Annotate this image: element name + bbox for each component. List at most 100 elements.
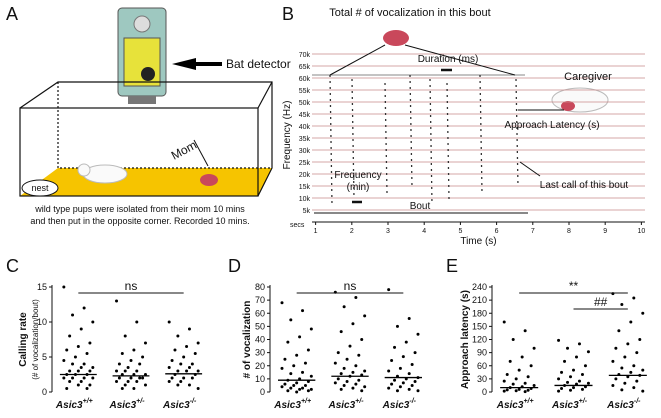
data-point [91,376,95,380]
data-point [65,387,69,390]
data-point [387,386,391,390]
data-point [187,383,191,387]
pointer [519,161,541,177]
data-point [179,362,183,366]
y-tick-label: 45k [299,112,311,119]
y-tick-label: 180 [472,308,487,318]
data-point [517,387,521,391]
data-point [413,351,417,355]
data-point [306,348,310,352]
data-point [280,366,284,370]
data-point [88,341,92,345]
cage-floor [20,168,272,196]
data-point [123,369,127,373]
data-point [76,345,80,348]
data-point [626,342,630,346]
data-point [387,288,391,292]
data-point [336,351,340,355]
data-point [390,359,394,362]
data-point [357,353,361,357]
category: Asic3 [551,400,579,411]
data-point [123,383,127,387]
data-point [502,389,506,393]
data-point [620,388,624,392]
panel-label: A [6,4,18,24]
mouse [551,87,609,113]
y-tick-label: 65k [299,64,311,71]
data-point [623,381,627,385]
data-point [286,340,290,344]
data-point [88,369,92,373]
y-axis-title: Approach latency (s) [460,290,471,389]
y-tick-label: 70 [255,295,265,305]
data-point [569,388,573,392]
pointer [193,139,209,167]
data-point [301,386,305,390]
annotation: Bout [410,201,431,212]
data-point [416,389,420,393]
y-tick-label: 50k [299,100,311,107]
data-point [333,361,337,365]
data-point [115,299,119,303]
call-trace [329,74,333,206]
data-point [73,355,77,359]
category-superscript: +/- [136,398,145,405]
data-point [586,381,590,385]
data-point [413,380,417,383]
y-tick-label: 240 [472,282,487,292]
data-point [88,383,92,387]
data-point [354,364,358,368]
data-point [170,376,174,380]
y-tick-label: 120 [472,335,487,345]
data-point [557,338,561,342]
data-point [569,375,573,379]
data-point [298,387,302,391]
data-point [629,320,633,324]
category: Asic3 [327,400,355,411]
data-point [339,372,343,376]
data-point [514,377,518,381]
y-tick-label: 60k [299,76,311,83]
data-point [196,387,200,390]
data-point [143,341,147,345]
data-point [295,381,299,385]
panel-a: A Bat detector nest Mom wild type pups w… [6,4,291,226]
data-point [580,373,584,376]
data-point [135,380,139,383]
data-point [404,340,408,344]
y-tick-label: 30k [299,148,311,155]
data-point [401,355,405,359]
y-tick-label: 5k [303,208,311,215]
data-point [71,313,75,317]
caption: and then put in the opposite corner. Rec… [30,216,249,226]
panel-b: B Total # of vocalization in this bout [282,4,609,113]
data-point [176,369,180,373]
data-point [620,303,624,306]
data-point [190,362,194,366]
data-point [298,335,302,339]
y-tick-label: 15k [299,184,311,191]
data-point [560,387,564,390]
data-point [68,369,72,373]
data-point [289,386,293,390]
data-point [333,381,337,385]
data-point [360,338,364,341]
data-point [123,334,127,338]
data-point [363,369,367,373]
data-point [182,355,186,359]
cage [19,81,273,197]
data-point [303,383,307,387]
data-point [351,370,355,374]
data-point [91,320,95,324]
data-point [167,366,171,369]
y-tick-label: 20 [255,361,265,371]
data-point [135,320,139,324]
data-point [505,373,509,376]
significance-label: ** [569,279,579,293]
data-point [523,381,527,385]
data-point [79,380,83,383]
mouse-head [77,163,91,177]
data-point [280,385,284,389]
data-point [532,383,536,387]
annotation: Frequency [334,170,381,181]
